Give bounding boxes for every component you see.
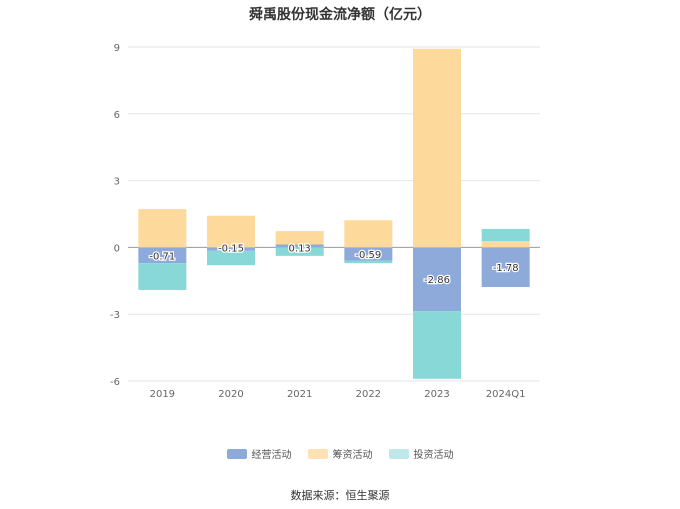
legend-label-operating: 经营活动	[251, 450, 292, 461]
legend-item-operating[interactable]: 经营活动	[226, 446, 292, 461]
x-tick-label: 2024Q1	[486, 389, 526, 400]
legend-swatch-financing	[307, 448, 328, 459]
legend-label-investing: 投资活动	[413, 450, 454, 461]
source-note: 数据来源：恒生聚源	[290, 489, 390, 502]
chart-title: 舜禹股份现金流净额（亿元）	[249, 7, 431, 23]
x-tick-label: 2023	[424, 389, 449, 400]
data-label-operating: -0.71	[149, 251, 175, 262]
bar-operating	[207, 247, 255, 251]
data-label-operating: -0.15	[218, 243, 244, 254]
x-tick-label: 2019	[150, 389, 175, 400]
legend-item-financing[interactable]: 筹资活动	[307, 446, 373, 461]
legend: 经营活动 筹资活动 投资活动	[0, 446, 680, 461]
bar-operating	[481, 247, 530, 288]
data-label-operating: 0.13	[289, 243, 311, 254]
bar-investing	[138, 263, 187, 290]
y-tick-label: 0	[114, 243, 120, 254]
y-tick-label: 6	[114, 110, 120, 121]
bar-operating	[275, 244, 324, 248]
bar-financing	[344, 220, 393, 248]
bar-financing	[413, 48, 461, 248]
legend-swatch-operating	[226, 448, 247, 459]
bar-operating	[344, 247, 393, 261]
legend-label-financing: 筹资活动	[332, 450, 373, 461]
bar-financing	[481, 241, 530, 248]
bar-operating	[413, 247, 461, 312]
bar-financing	[275, 231, 324, 245]
legend-item-investing[interactable]: 投资活动	[388, 446, 454, 461]
data-label-operating: -0.59	[355, 250, 381, 261]
bar-investing	[207, 250, 255, 266]
bar-investing	[275, 247, 324, 256]
bar-investing	[344, 260, 393, 264]
x-tick-label: 2022	[356, 389, 381, 400]
legend-swatch-investing	[388, 448, 409, 459]
x-tick-label: 2021	[287, 389, 312, 400]
y-tick-label: -6	[110, 377, 120, 388]
data-label-operating: -2.86	[424, 275, 450, 286]
y-tick-label: -3	[110, 310, 120, 321]
y-tick-label: 3	[114, 177, 120, 188]
bar-investing	[481, 228, 530, 242]
bar-investing	[413, 311, 461, 379]
bar-financing	[138, 209, 187, 248]
bar-operating	[138, 247, 187, 264]
x-tick-label: 2020	[218, 389, 243, 400]
data-label-operating: -1.78	[493, 263, 519, 274]
y-tick-label: 9	[114, 43, 120, 54]
bar-financing	[207, 215, 255, 248]
